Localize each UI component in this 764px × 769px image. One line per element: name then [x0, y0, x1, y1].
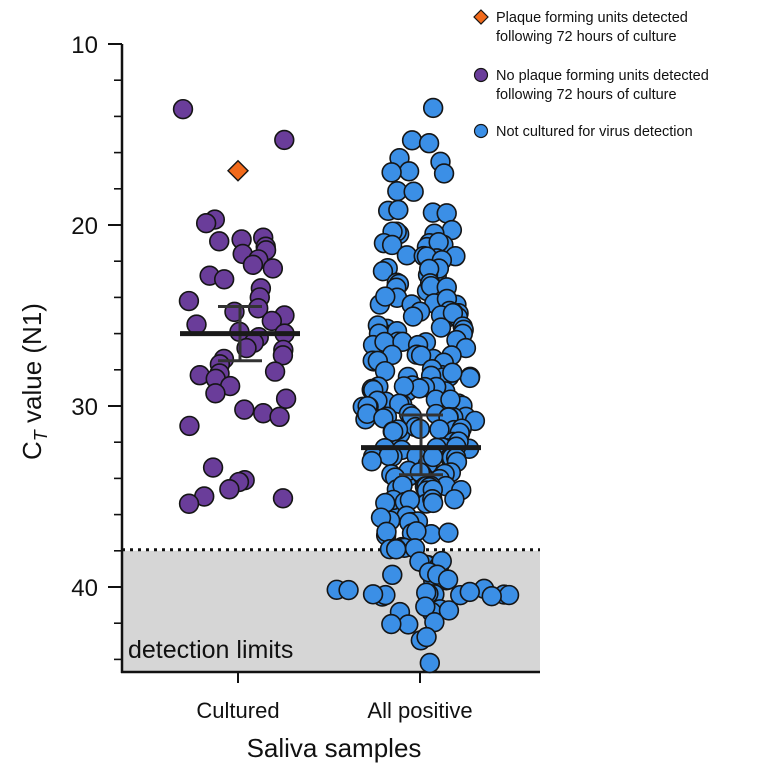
all-positive-point: [422, 492, 444, 514]
all-positive-point: [398, 161, 420, 182]
all-positive-point: [440, 389, 461, 410]
cultured-point: [236, 337, 257, 359]
x-category-label: Cultured: [196, 698, 279, 723]
cultured-point: [213, 269, 235, 290]
all-positive-point: [422, 97, 444, 119]
all-positive-point: [401, 130, 423, 151]
cultured-point: [272, 488, 294, 509]
all-positive-point: [385, 539, 407, 560]
legend-marker-circle: [473, 67, 489, 83]
cultured-point: [195, 212, 217, 234]
y-tick-label: 30: [71, 394, 98, 421]
all-positive-point: [418, 133, 440, 154]
all-positive-point: [415, 596, 436, 617]
legend-marker-circle: [473, 123, 489, 139]
cultured-point: [219, 479, 240, 500]
cultured-point: [205, 383, 226, 404]
legend-label-line1: Not cultured for virus detection: [496, 124, 693, 140]
y-axis-title-main: C: [17, 441, 47, 460]
all-positive-point: [393, 376, 415, 397]
y-axis-ticks: 10 20 30 40: [71, 32, 122, 661]
cultured-point: [178, 493, 200, 514]
all-positive-point: [362, 584, 384, 605]
cultured-point: [202, 457, 224, 478]
all-positive-point: [402, 306, 424, 327]
all-positive-point: [459, 367, 481, 389]
all-positive-point: [406, 521, 427, 542]
cultured-point: [172, 98, 194, 120]
all-positive-point: [361, 451, 382, 472]
all-positive-point: [403, 181, 424, 202]
all-positive-point: [396, 245, 418, 266]
cultured-point: [261, 310, 283, 332]
all-positive-point: [372, 261, 394, 282]
all-positive-point: [381, 234, 403, 256]
summary-statistics: [180, 304, 481, 477]
all-positive-point: [437, 569, 459, 590]
cultured-point: [234, 399, 255, 420]
all-positive-point: [459, 581, 480, 603]
cultured-point: [242, 254, 264, 276]
legend-label-line2: following 72 hours of culture: [496, 87, 677, 103]
all-positive-point: [444, 489, 465, 510]
legend-label-line1: Plaque forming units detected: [496, 10, 688, 26]
cultured-point: [253, 403, 274, 424]
all-positive-point: [442, 362, 463, 383]
all-positive-point: [398, 614, 419, 635]
y-axis-title-subscript: T: [31, 428, 51, 441]
cultured-point: [275, 388, 297, 409]
cultured-point: [178, 290, 200, 312]
all-positive-point: [376, 521, 397, 543]
x-axis-category-ticks: Cultured All positive: [196, 672, 473, 723]
y-tick-label: 10: [71, 32, 98, 59]
cultured-point: [248, 298, 269, 319]
all-positive-point: [381, 613, 402, 635]
cultured-point: [209, 231, 230, 252]
detection-limit-label: detection limits: [128, 636, 293, 664]
all-positive-point: [382, 564, 403, 586]
x-axis-title: Saliva samples: [247, 733, 422, 763]
legend-marker-diamond: [473, 9, 489, 25]
legend-label-line2: following 72 hours of culture: [496, 29, 677, 45]
cultured-point: [179, 415, 200, 437]
detection-limit-region: [122, 550, 540, 672]
x-category-label: All positive: [367, 698, 472, 723]
y-tick-label: 40: [71, 575, 98, 602]
all-positive-point: [381, 162, 402, 183]
all-positive-point: [338, 579, 359, 601]
all-positive-point: [438, 600, 460, 621]
cultured-point: [264, 361, 286, 382]
all-positive-point: [419, 652, 441, 674]
all-positive-point: [430, 317, 452, 338]
y-axis-title: CT value (N1): [17, 303, 51, 460]
cultured-point: [274, 129, 295, 151]
all-positive-point: [436, 203, 457, 224]
all-positive-point: [481, 585, 502, 607]
legend: Plaque forming units detected following 7…: [473, 9, 709, 140]
y-tick-label: 20: [71, 213, 98, 240]
all-positive-point: [416, 626, 437, 648]
all-positive-point: [498, 584, 520, 606]
all-positive-point: [433, 163, 455, 184]
all-positive-point: [375, 286, 396, 307]
legend-label-line1: No plaque forming units detected: [496, 68, 709, 84]
all-positive-point: [438, 522, 459, 543]
all-positive-point: [410, 345, 432, 366]
cultured-point: [262, 258, 284, 279]
cultured-point: [269, 406, 290, 428]
all-positive-point: [388, 199, 409, 221]
pfu-positive-point: [227, 159, 249, 182]
y-axis-title-suffix: value (N1): [17, 303, 47, 430]
all-positive-point: [422, 446, 444, 468]
cultured-point: [272, 345, 294, 366]
